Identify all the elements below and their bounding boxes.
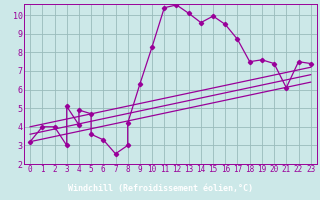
Text: Windchill (Refroidissement éolien,°C): Windchill (Refroidissement éolien,°C) [68,184,252,193]
